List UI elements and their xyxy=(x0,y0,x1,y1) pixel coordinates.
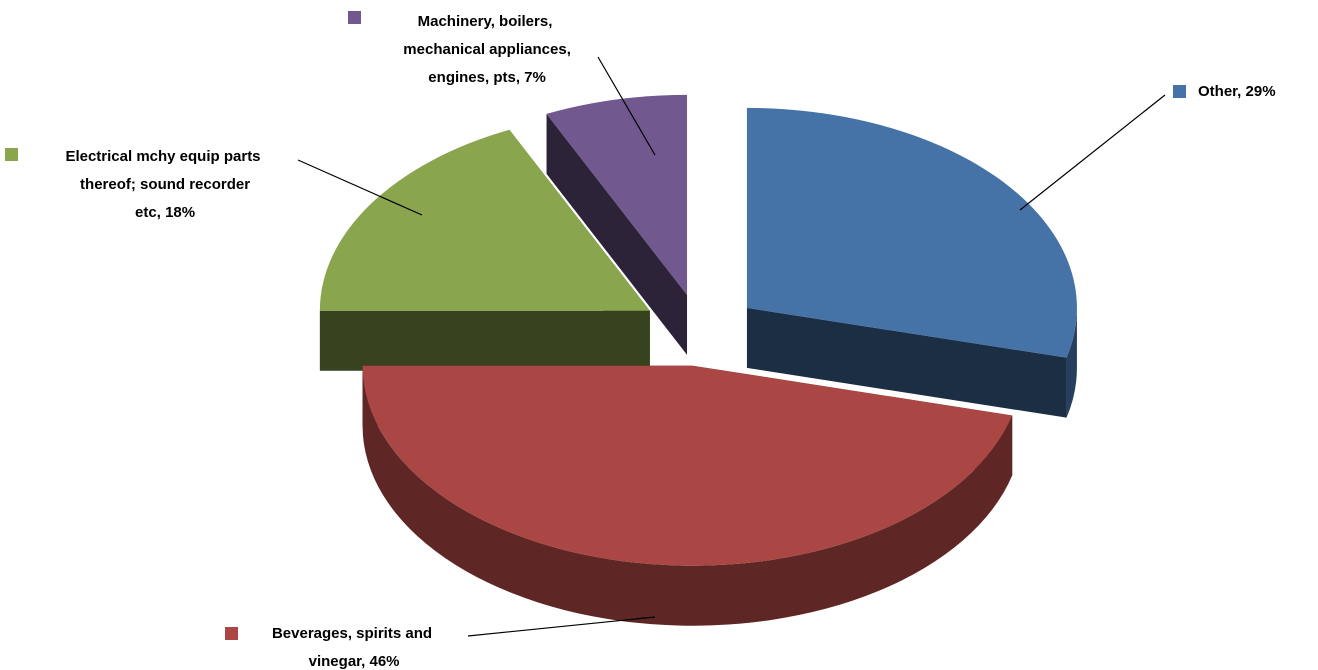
data-label: Machinery, boilers, mechanical appliance… xyxy=(399,13,571,86)
data-label: Other, 29% xyxy=(1198,83,1276,100)
legend-marker xyxy=(225,627,238,640)
data-label: Electrical mchy equip parts thereof; sou… xyxy=(65,148,260,221)
slice-wall xyxy=(746,307,1067,418)
pie-slice xyxy=(746,107,1077,418)
slice-wall xyxy=(319,310,650,371)
legend-marker xyxy=(1173,85,1186,98)
leader-line xyxy=(297,159,423,216)
slice-top xyxy=(319,129,650,311)
slice-top xyxy=(362,365,1013,566)
slice-top xyxy=(546,94,688,295)
slice-side xyxy=(1066,307,1077,418)
slice-side xyxy=(362,365,1013,626)
slice-wall xyxy=(546,113,688,355)
pie-slice xyxy=(546,94,688,355)
data-label: Beverages, spirits and vinegar, 46% xyxy=(272,625,432,670)
labels: Other, 29% Beverages, spirits and vinegar… xyxy=(5,11,1276,670)
legend-marker xyxy=(5,148,18,161)
leader-line xyxy=(467,616,656,637)
leader-line xyxy=(597,56,656,156)
pie-slice xyxy=(362,365,1013,626)
pie-slice xyxy=(319,129,650,371)
slices xyxy=(319,94,1077,626)
slice-top xyxy=(746,107,1077,358)
legend-marker xyxy=(348,11,361,24)
leader-line xyxy=(1019,94,1166,211)
